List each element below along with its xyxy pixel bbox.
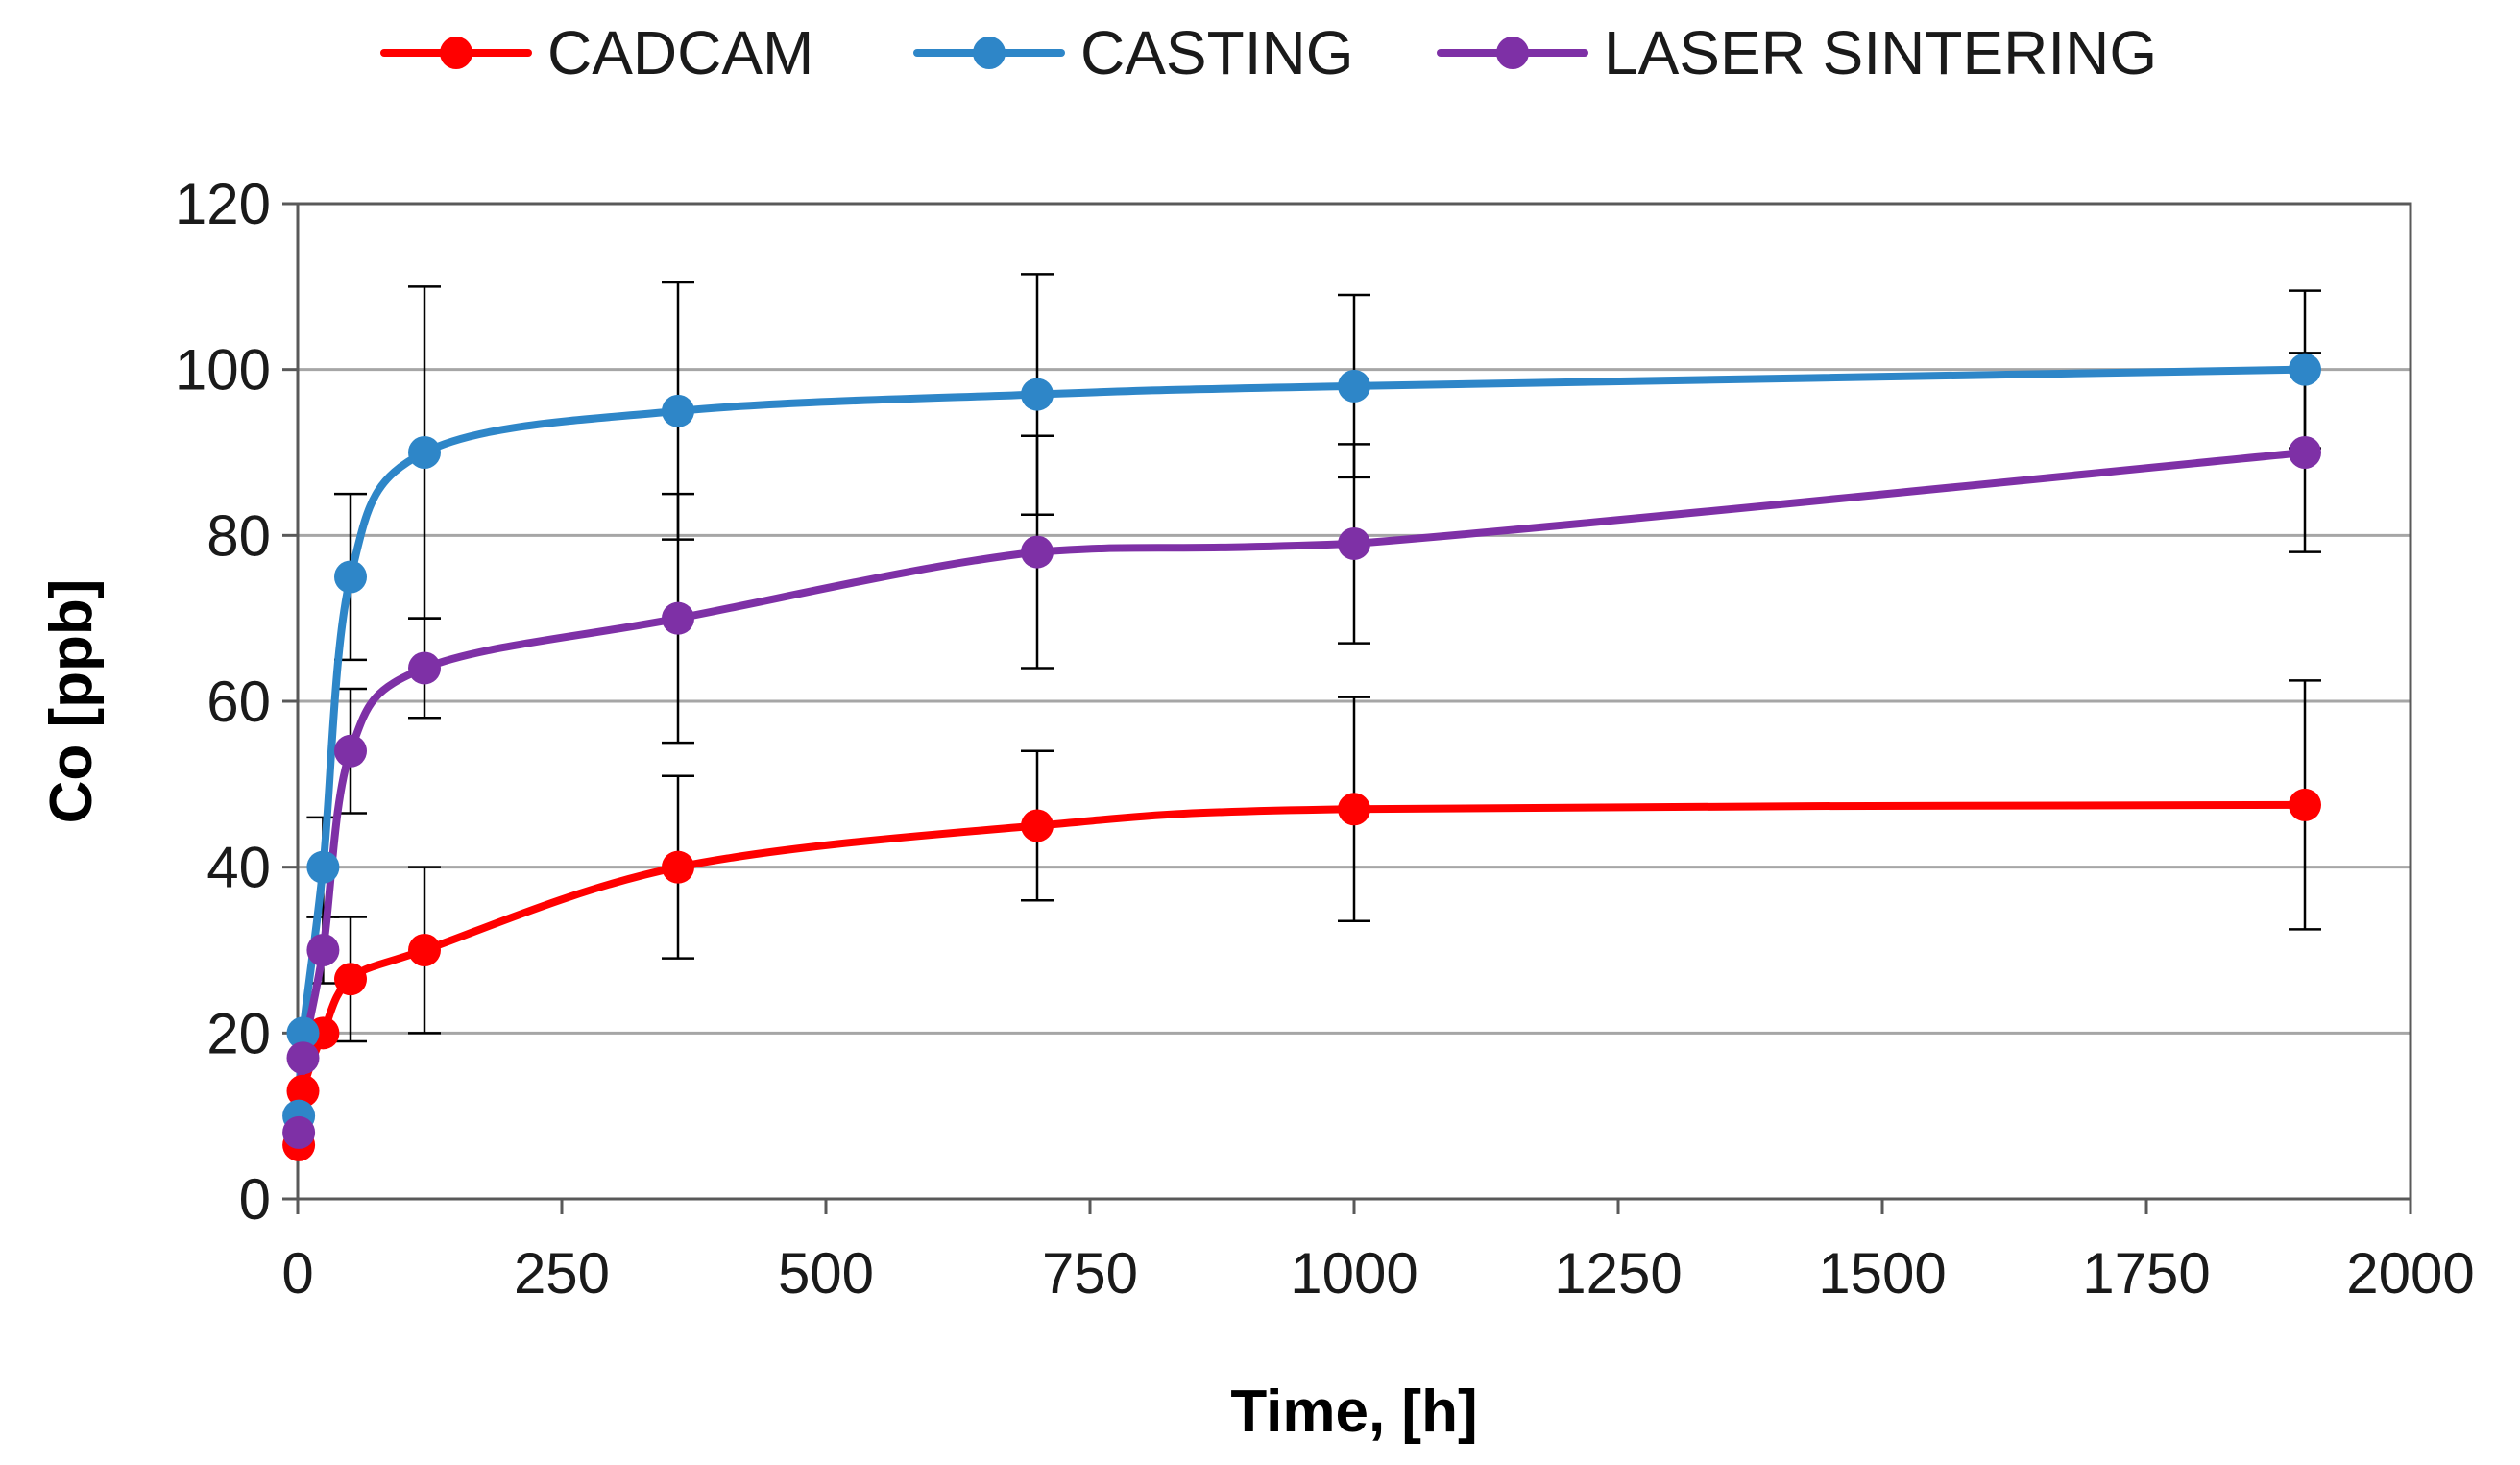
x-tick-label: 500 xyxy=(778,1241,874,1306)
data-point-casting xyxy=(408,436,441,469)
data-point-casting xyxy=(286,1016,320,1050)
data-point-cadcam xyxy=(662,850,694,884)
series-line-laser-sintering xyxy=(295,449,2309,1136)
data-point-laser-sintering xyxy=(2289,436,2321,469)
series-markers xyxy=(282,353,2321,1161)
data-point-casting xyxy=(1338,369,1370,403)
data-point-cadcam xyxy=(286,1074,320,1108)
series-lines xyxy=(295,365,2309,1149)
x-tick-label: 1500 xyxy=(1818,1241,1946,1306)
data-point-cadcam xyxy=(1021,809,1054,842)
data-point-cadcam xyxy=(334,963,367,996)
data-point-laser-sintering xyxy=(1338,526,1370,560)
data-point-laser-sintering xyxy=(286,1041,320,1075)
legend-label: LASER SINTERING xyxy=(1604,18,2157,87)
legend-label: CADCAM xyxy=(547,18,813,87)
x-tick-label: 250 xyxy=(514,1241,610,1306)
x-tick-label: 750 xyxy=(1042,1241,1138,1306)
legend-swatch-marker xyxy=(1496,37,1529,69)
x-tick-label: 2000 xyxy=(2346,1241,2474,1306)
data-point-casting xyxy=(306,850,340,884)
data-point-laser-sintering xyxy=(662,601,694,635)
y-tick-label: 20 xyxy=(206,1001,271,1065)
x-axis-title: Time, [h] xyxy=(1230,1379,1477,1445)
data-point-casting xyxy=(1021,378,1054,411)
data-point-laser-sintering xyxy=(334,734,367,768)
data-point-cadcam xyxy=(2289,788,2321,821)
data-point-casting xyxy=(2289,353,2321,386)
y-axis-title: Co [ppb] xyxy=(38,579,105,824)
y-tick-label: 120 xyxy=(175,172,271,236)
y-tick-label: 60 xyxy=(206,670,271,734)
data-point-laser-sintering xyxy=(306,934,340,966)
data-point-casting xyxy=(662,394,694,427)
data-point-cadcam xyxy=(1338,793,1370,826)
y-axis-ticks: 0 20 40 60 80 100 120 xyxy=(175,172,298,1232)
y-tick-label: 0 xyxy=(239,1167,271,1232)
y-tick-label: 100 xyxy=(175,338,271,403)
x-tick-label: 1250 xyxy=(1554,1241,1682,1306)
x-tick-label: 0 xyxy=(281,1241,313,1306)
data-point-laser-sintering xyxy=(1021,535,1054,569)
y-tick-label: 80 xyxy=(206,503,271,568)
data-point-cadcam xyxy=(408,934,441,966)
x-tick-label: 1000 xyxy=(1290,1241,1418,1306)
legend-label: CASTING xyxy=(1080,18,1353,87)
x-tick-label: 1750 xyxy=(2082,1241,2210,1306)
series-line-cadcam xyxy=(295,800,2309,1149)
data-point-casting xyxy=(334,560,367,594)
data-point-laser-sintering xyxy=(282,1115,316,1149)
legend-swatch-marker xyxy=(973,37,1006,69)
x-axis-ticks: 0 250 500 750 1000 1250 1500 1750 2000 xyxy=(281,1199,2475,1306)
legend-swatch-marker xyxy=(440,37,472,69)
data-point-laser-sintering xyxy=(408,651,441,685)
legend: CADCAM CASTING LASER SINTERING xyxy=(380,18,2157,87)
y-tick-label: 40 xyxy=(206,836,271,900)
